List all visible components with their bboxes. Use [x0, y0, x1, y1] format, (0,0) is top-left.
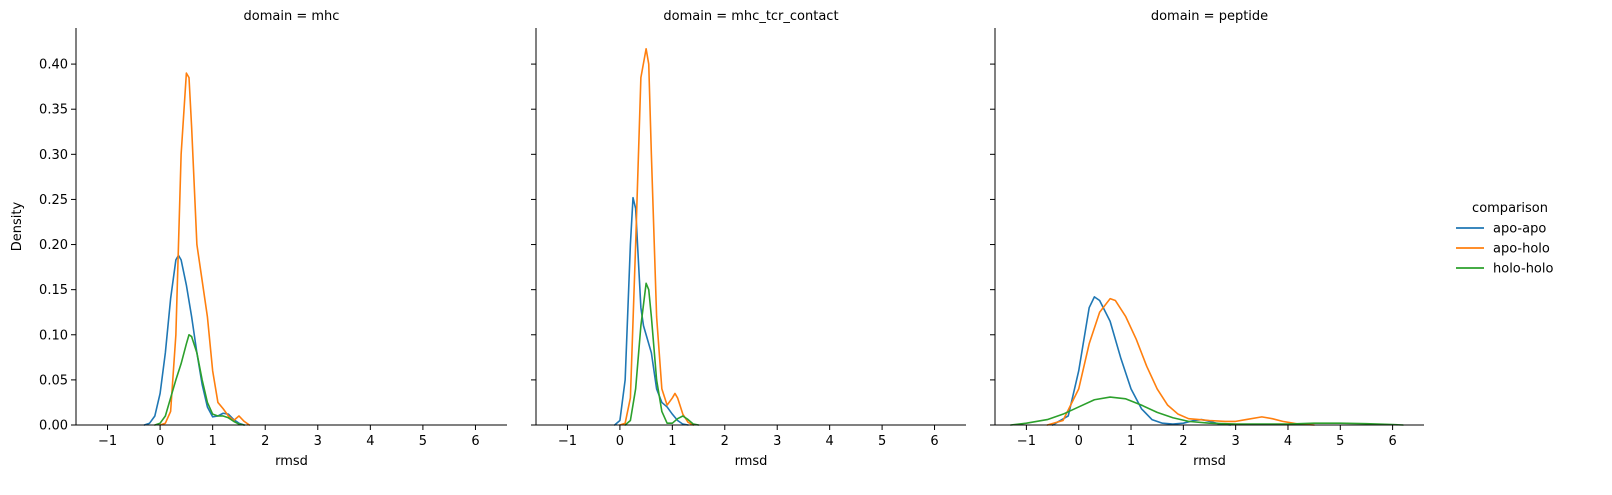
y-tick-label: 0.25 [39, 193, 68, 208]
x-tick-label: 5 [878, 434, 886, 449]
density-line-holo-holo [154, 333, 245, 426]
x-tick-label: −1 [1017, 434, 1036, 449]
y-axis-label: Density [10, 201, 25, 251]
legend: comparison apo-apo apo-holo holo-holo [1456, 201, 1553, 277]
x-tick-label: 6 [930, 434, 938, 449]
density-line-holo-holo [624, 282, 700, 426]
x-tick-label: 6 [471, 434, 479, 449]
legend-entry-holo-holo: holo-holo [1493, 262, 1553, 277]
y-tick-label: 0.15 [39, 283, 68, 298]
density-line-apo-holo [159, 72, 251, 426]
x-tick-label: 3 [773, 434, 781, 449]
density-line-apo-holo [1046, 297, 1315, 426]
x-axis-label: rmsd [275, 454, 308, 469]
legend-entry-apo-holo: apo-holo [1493, 242, 1550, 257]
y-tick-label: 0.30 [39, 148, 68, 163]
x-tick-label: −1 [98, 434, 117, 449]
panel-0: domain = mhc −1 0 1 2 3 4 5 6 0.00 0.05 0.10 0.15 0.2… [39, 9, 507, 469]
y-tick-label: 0.20 [39, 238, 68, 253]
y-tick-label: 0.00 [39, 419, 68, 434]
x-tick-label: 3 [314, 434, 322, 449]
x-tick-label: 0 [156, 434, 164, 449]
y-tick-label: 0.10 [39, 328, 68, 343]
x-tick-label: 4 [366, 434, 374, 449]
x-tick-label: 1 [1127, 434, 1135, 449]
legend-entry-apo-apo: apo-apo [1493, 222, 1546, 237]
density-line-apo-apo [613, 196, 689, 426]
density-line-apo-apo [143, 254, 245, 426]
panel-1: domain = mhc_tcr_contact −1 0 1 2 3 4 5 6 rmsd [531, 9, 966, 469]
x-tick-label: 1 [209, 434, 217, 449]
density-line-holo-holo [1009, 396, 1404, 426]
x-axis-label: rmsd [735, 454, 768, 469]
x-tick-label: 0 [1075, 434, 1083, 449]
x-axis-label: rmsd [1193, 454, 1226, 469]
y-tick-label: 0.05 [39, 373, 68, 388]
x-tick-label: 5 [419, 434, 427, 449]
x-tick-label: 3 [1232, 434, 1240, 449]
density-line-apo-holo [619, 47, 695, 426]
x-tick-label: 4 [1284, 434, 1292, 449]
y-tick-label: 0.40 [39, 58, 68, 73]
x-tick-label: 0 [616, 434, 624, 449]
panel-title: domain = mhc [244, 9, 340, 24]
x-tick-label: 5 [1336, 434, 1344, 449]
panel-title: domain = mhc_tcr_contact [663, 9, 838, 24]
x-tick-label: 2 [1179, 434, 1187, 449]
panel-2: domain = peptide −1 0 1 2 3 4 5 6 rmsd [990, 9, 1424, 469]
legend-title: comparison [1472, 201, 1548, 216]
panel-title: domain = peptide [1151, 9, 1268, 24]
x-tick-label: 4 [826, 434, 834, 449]
x-tick-label: −1 [558, 434, 577, 449]
x-tick-label: 2 [261, 434, 269, 449]
x-tick-label: 1 [668, 434, 676, 449]
y-tick-label: 0.35 [39, 103, 68, 118]
x-tick-label: 2 [721, 434, 729, 449]
x-tick-label: 6 [1388, 434, 1396, 449]
